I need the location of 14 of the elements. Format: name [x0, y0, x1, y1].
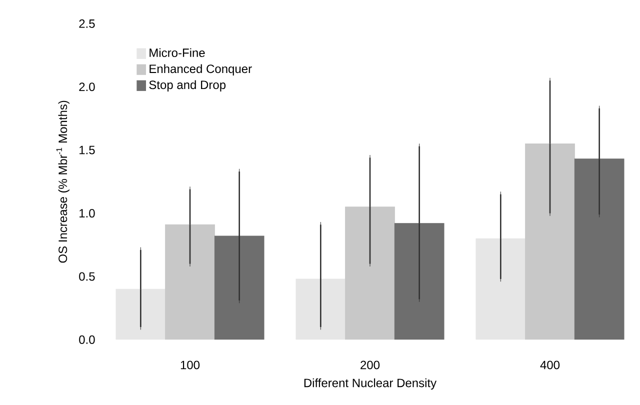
y-tick-label: 2.5 [79, 19, 95, 28]
legend-label: Micro-Fine [150, 48, 205, 58]
x-tick-label: 400 [540, 360, 560, 370]
x-axis-title: Different Nuclear Density [304, 378, 437, 390]
x-tick-label: 100 [180, 360, 200, 370]
y-tick-label: 0.0 [79, 335, 95, 344]
legend-label: Enhanced Conquer [150, 64, 252, 76]
y-tick-label: 0.5 [79, 272, 95, 281]
legend-label: Stop and Drop [149, 80, 226, 92]
y-tick-label: 1.5 [80, 146, 95, 154]
y-axis-title: OS Increase (% Mbr$^{-1}$ Months) [56, 100, 70, 263]
x-tick-label: 200 [360, 360, 380, 370]
y-tick-label: 2.0 [79, 82, 95, 92]
y-tick-label: 1.0 [80, 209, 95, 218]
